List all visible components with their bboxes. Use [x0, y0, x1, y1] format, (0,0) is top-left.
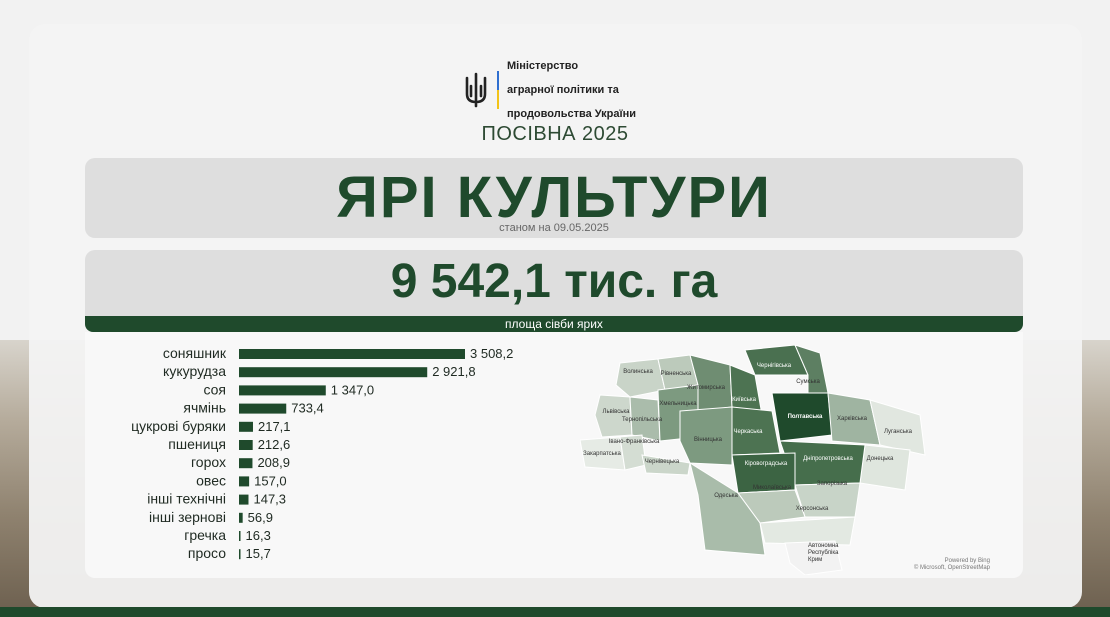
bottom-bar: [0, 607, 1110, 617]
map-region-label: Одеська: [714, 493, 738, 499]
category-label: горох: [191, 454, 226, 470]
map-region-label: Чернівецька: [645, 459, 680, 465]
ukraine-region-map: Волинська Рівненська Житомирська Київська Че…: [580, 345, 926, 575]
category-label: ячмінь: [183, 400, 226, 416]
map-region: [641, 454, 691, 476]
value-label: 212,6: [258, 437, 291, 452]
category-label: кукурудза: [163, 363, 226, 379]
trident-icon: [465, 72, 487, 108]
map-region-label: Закарпатська: [583, 451, 621, 457]
category-label: соняшник: [163, 345, 227, 361]
map-region: [679, 406, 733, 466]
map-region-label: Крим: [808, 557, 822, 563]
bar: [239, 367, 428, 378]
map-region-label: Автономна: [808, 543, 839, 549]
category-label: просо: [188, 545, 226, 561]
ministry-name-line2: аграрної політики та: [507, 84, 619, 96]
value-label: 56,9: [248, 510, 273, 525]
map-region-label: Донецька: [867, 456, 894, 462]
value-label: 147,3: [253, 492, 286, 507]
bar: [239, 440, 253, 450]
ministry-name-line3: продовольства України: [507, 108, 637, 120]
category-label: соя: [203, 381, 226, 397]
map-region: [615, 358, 666, 398]
map-region-label: Черкаська: [734, 429, 764, 435]
bar: [239, 349, 465, 359]
map-region-label: Дніпропетровська: [803, 456, 853, 462]
total-area-value: 9 542,1 тис. га: [390, 255, 718, 308]
page-title: ЯРІ КУЛЬТУРИ: [336, 165, 772, 230]
map-region-label: Луганська: [884, 429, 913, 435]
value-label: 208,9: [257, 455, 290, 470]
map-region-label: Сумська: [796, 379, 820, 385]
map-region: [594, 394, 633, 438]
total-caption: площа сівби ярих: [85, 316, 1023, 332]
value-label: 3 508,2: [470, 346, 513, 361]
total-inner: 9 542,1 тис. га: [85, 250, 1023, 316]
map-region-label: Кіровоградська: [745, 461, 788, 467]
bar: [239, 476, 250, 487]
value-label: 15,7: [246, 546, 271, 561]
bar: [239, 403, 287, 414]
title-box: ЯРІ КУЛЬТУРИ станом на 09.05.2025: [85, 158, 1023, 238]
category-label: цукрові буряки: [131, 418, 226, 434]
category-label: пшениця: [168, 436, 226, 452]
map-region-label: Харківська: [837, 416, 868, 422]
value-label: 157,0: [254, 473, 287, 488]
map-region: [859, 444, 911, 491]
map-region-label: Рівненська: [661, 371, 692, 377]
map-region-label: Чернігівська: [757, 363, 792, 369]
ministry-logo: Міністерство аграрної політики та продов…: [463, 48, 636, 132]
value-label: 2 921,8: [432, 364, 475, 379]
bar: [239, 458, 253, 469]
map-credit: Powered by Bing © Microsoft, OpenStreetM…: [914, 558, 990, 572]
value-label: 16,3: [246, 528, 271, 543]
value-label: 217,1: [258, 419, 291, 434]
value-label: 733,4: [291, 401, 324, 416]
map-region-label: Полтавська: [788, 414, 823, 420]
map-region-label: Миколаївська: [753, 485, 792, 491]
map-credit-line2: © Microsoft, OpenStreetMap: [913, 565, 990, 571]
map-region-label: Запорізька: [817, 481, 848, 487]
map-region-label: Херсонська: [796, 506, 829, 512]
category-label: овес: [196, 472, 226, 488]
map-region-crimea: [784, 540, 843, 575]
map-credit-line1: Powered by Bing: [944, 558, 990, 564]
map-region-label: Республіка: [808, 550, 839, 556]
map-region-label: Хмельницька: [659, 401, 697, 407]
campaign-label: ПОСІВНА 2025: [481, 123, 629, 145]
map-region-label: Житомирська: [687, 385, 726, 391]
category-label: інші технічні: [147, 491, 226, 507]
map-region-label: Вінницька: [694, 437, 723, 443]
flag-divider: [497, 71, 499, 109]
total-box: 9 542,1 тис. га площа сівби ярих: [85, 250, 1023, 332]
bar: [239, 549, 241, 560]
bar: [239, 385, 326, 396]
bar: [239, 512, 243, 523]
value-label: 1 347,0: [331, 382, 374, 397]
map-region-label: Львівська: [603, 409, 631, 415]
map-region-label: Тернопільська: [622, 417, 663, 423]
category-label: гречка: [184, 527, 226, 543]
map-region-label: Івано-Франківська: [609, 439, 660, 445]
ministry-name-line1: Міністерство: [507, 60, 579, 72]
map-region: [869, 399, 926, 456]
map-region: [689, 461, 766, 556]
map-region: [759, 516, 856, 546]
bar: [239, 494, 249, 505]
map-region-label: Волинська: [623, 369, 653, 375]
crop-bar-chart: соняшник 3 508,2 кукурудза 2 921,8 соя 1 347,…: [131, 345, 513, 561]
ministry-name: Міністерство аграрної політики та продов…: [507, 48, 636, 132]
map-region-label: Київська: [732, 397, 757, 403]
category-label: інші зернові: [149, 509, 226, 525]
bar: [239, 531, 241, 541]
bar: [239, 421, 253, 432]
date-label: станом на 09.05.2025: [499, 222, 609, 234]
